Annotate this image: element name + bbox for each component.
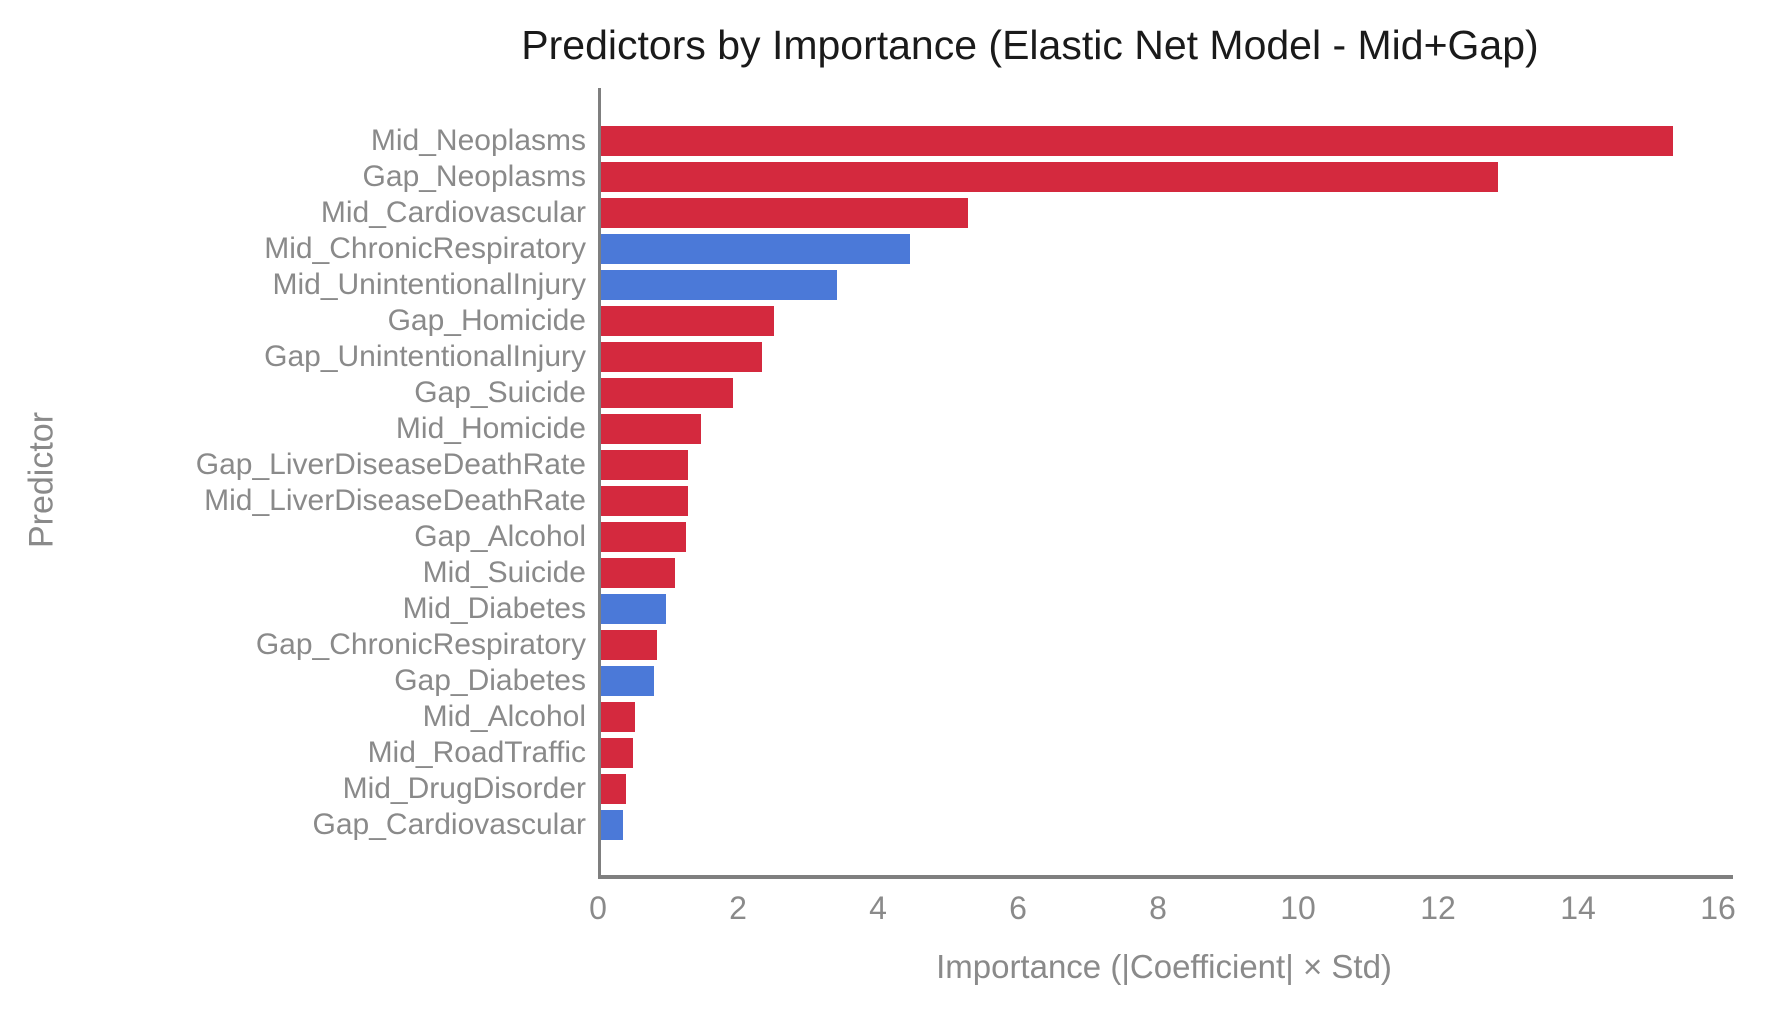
- category-label-Gap_Neoplasms: Gap_Neoplasms: [362, 160, 586, 193]
- bar-Mid_Cardiovascular: [601, 198, 968, 228]
- bar-Mid_RoadTraffic: [601, 738, 633, 768]
- bar-Mid_Suicide: [601, 558, 675, 588]
- category-label-Gap_Homicide: Gap_Homicide: [387, 304, 586, 337]
- bar-Gap_UnintentionalInjury: [601, 342, 762, 372]
- x-tick-0: 0: [589, 890, 607, 926]
- bar-Gap_Homicide: [601, 306, 774, 336]
- category-label-Gap_Suicide: Gap_Suicide: [414, 376, 586, 409]
- x-tick-2: 2: [729, 890, 747, 926]
- chart-title: Predictors by Importance (Elastic Net Mo…: [521, 22, 1539, 68]
- x-tick-10: 10: [1280, 890, 1316, 926]
- category-label-Gap_LiverDiseaseDeathRate: Gap_LiverDiseaseDeathRate: [195, 448, 586, 481]
- category-label-Mid_Homicide: Mid_Homicide: [395, 412, 586, 445]
- bar-Gap_Cardiovascular: [601, 810, 623, 840]
- category-label-Gap_Cardiovascular: Gap_Cardiovascular: [312, 808, 586, 841]
- x-tick-8: 8: [1149, 890, 1167, 926]
- bar-Gap_Alcohol: [601, 522, 686, 552]
- x-tick-14: 14: [1560, 890, 1596, 926]
- bar-Mid_LiverDiseaseDeathRate: [601, 486, 688, 516]
- x-axis-title: Importance (|Coefficient| × Std): [936, 948, 1392, 985]
- category-label-Gap_UnintentionalInjury: Gap_UnintentionalInjury: [264, 340, 586, 373]
- bar-Gap_ChronicRespiratory: [601, 630, 657, 660]
- x-tick-12: 12: [1420, 890, 1456, 926]
- category-label-Mid_Cardiovascular: Mid_Cardiovascular: [320, 196, 586, 229]
- plot-area: [598, 88, 1733, 879]
- bar-Gap_Neoplasms: [601, 162, 1498, 192]
- category-label-Mid_Alcohol: Mid_Alcohol: [422, 700, 586, 733]
- bar-Mid_ChronicRespiratory: [601, 234, 910, 264]
- category-label-Mid_DrugDisorder: Mid_DrugDisorder: [342, 772, 586, 805]
- bar-Mid_DrugDisorder: [601, 774, 626, 804]
- x-tick-4: 4: [869, 890, 887, 926]
- category-label-Mid_Neoplasms: Mid_Neoplasms: [370, 124, 586, 157]
- category-label-Gap_Alcohol: Gap_Alcohol: [414, 520, 586, 553]
- category-label-Mid_Diabetes: Mid_Diabetes: [402, 592, 586, 625]
- category-label-Mid_Suicide: Mid_Suicide: [422, 556, 586, 589]
- category-label-Mid_LiverDiseaseDeathRate: Mid_LiverDiseaseDeathRate: [204, 484, 586, 517]
- category-label-Mid_ChronicRespiratory: Mid_ChronicRespiratory: [264, 232, 586, 265]
- bar-Mid_Diabetes: [601, 594, 666, 624]
- bar-Gap_Suicide: [601, 378, 733, 408]
- bar-Mid_Homicide: [601, 414, 701, 444]
- category-label-Gap_Diabetes: Gap_Diabetes: [394, 664, 586, 697]
- bar-Mid_UnintentionalInjury: [601, 270, 837, 300]
- bar-Mid_Neoplasms: [601, 126, 1673, 156]
- x-tick-16: 16: [1700, 890, 1736, 926]
- x-tick-6: 6: [1009, 890, 1027, 926]
- bar-Gap_Diabetes: [601, 666, 654, 696]
- category-label-Mid_UnintentionalInjury: Mid_UnintentionalInjury: [272, 268, 586, 301]
- bar-Gap_LiverDiseaseDeathRate: [601, 450, 688, 480]
- bar-Mid_Alcohol: [601, 702, 635, 732]
- category-label-Gap_ChronicRespiratory: Gap_ChronicRespiratory: [255, 628, 586, 661]
- category-label-Mid_RoadTraffic: Mid_RoadTraffic: [367, 736, 586, 769]
